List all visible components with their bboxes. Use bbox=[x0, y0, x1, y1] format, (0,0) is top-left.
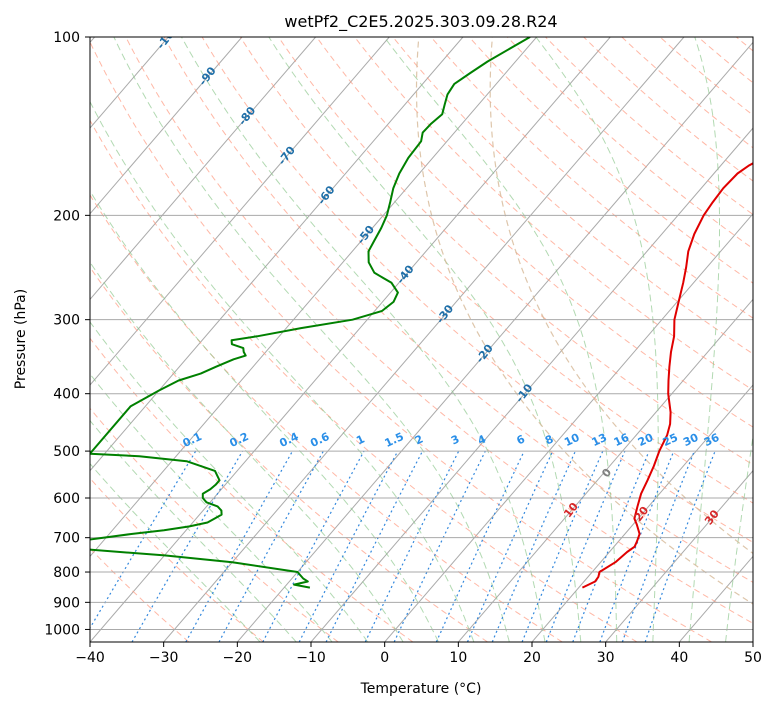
dry-adiabat-line bbox=[125, 37, 753, 624]
isotherm-line bbox=[90, 37, 538, 558]
x-tick-label: 50 bbox=[744, 650, 762, 666]
dry-adiabat-line bbox=[201, 37, 753, 543]
moist-adiabat-line bbox=[90, 100, 475, 642]
x-tick-label: −20 bbox=[223, 650, 253, 666]
mixing-ratio-label: 25 bbox=[661, 431, 680, 449]
isotherm-line bbox=[384, 212, 753, 642]
y-tick-label: 300 bbox=[53, 313, 80, 329]
background-lines bbox=[90, 37, 753, 642]
dry-adiabat-line bbox=[90, 119, 638, 642]
isotherm-line bbox=[90, 37, 317, 301]
dewpoint-profile-line bbox=[90, 37, 531, 589]
axes: −40 −30 −20 −10 0 10 20 30 40 50 100 200 300 400 500 60… bbox=[44, 30, 762, 666]
chart-title: wetPf2_C2E5.2025.303.09.28.R24 bbox=[284, 12, 557, 32]
dry-adiabat-line bbox=[90, 337, 414, 642]
mixing-ratio-line bbox=[572, 450, 650, 642]
mixing-ratio-line bbox=[185, 450, 294, 642]
mixing-ratio-line bbox=[90, 450, 197, 630]
x-tick-label: 0 bbox=[380, 650, 389, 666]
dry-adiabat-line bbox=[392, 37, 753, 355]
mixing-ratio-label: 20 bbox=[636, 431, 656, 449]
mixing-ratio-label: 36 bbox=[702, 431, 722, 449]
x-tick-label: −30 bbox=[149, 650, 179, 666]
mixing-ratio-line bbox=[545, 450, 626, 642]
moist-adiabat-line bbox=[90, 462, 261, 642]
isotherm-line bbox=[605, 469, 753, 642]
isotherm-line bbox=[90, 37, 390, 386]
isotherm-line bbox=[163, 37, 685, 642]
mixing-ratio-line bbox=[393, 450, 486, 642]
y-tick-label: 700 bbox=[53, 531, 80, 547]
dry-adiabat-line bbox=[583, 37, 753, 182]
moist-adiabat-line bbox=[181, 37, 546, 642]
x-tick-label: 40 bbox=[670, 650, 688, 666]
mixing-ratio-label: 13 bbox=[590, 431, 609, 449]
isotherm-line bbox=[752, 641, 753, 642]
isotherm-line bbox=[531, 384, 753, 642]
mixing-ratio-line bbox=[364, 450, 460, 642]
mixing-ratio-line bbox=[262, 450, 365, 642]
x-tick-label: 10 bbox=[449, 650, 467, 666]
mixing-ratio-label: 16 bbox=[612, 431, 632, 449]
dry-adiabat-line bbox=[430, 37, 753, 319]
mixing-ratio-line bbox=[298, 450, 399, 642]
dry-adiabat-line bbox=[354, 37, 753, 391]
moist-adiabat-line bbox=[268, 37, 582, 642]
x-axis-title: Temperature (°C) bbox=[360, 681, 482, 697]
isotherm-line bbox=[90, 37, 243, 215]
dry-adiabat-line bbox=[90, 477, 264, 642]
mixing-ratio-line bbox=[218, 450, 324, 642]
y-axis-title: Pressure (hPa) bbox=[13, 289, 29, 389]
mixing-ratio-line bbox=[599, 450, 675, 642]
dry-adiabat-line bbox=[507, 37, 753, 250]
plot-background bbox=[90, 37, 753, 642]
moist-adiabat-line bbox=[113, 37, 510, 642]
x-tick-label: −10 bbox=[296, 650, 326, 666]
mixing-ratio-line bbox=[131, 450, 244, 642]
pressure-gridlines bbox=[90, 37, 753, 630]
isotherm-line bbox=[457, 298, 753, 642]
dry-adiabat-line bbox=[90, 266, 488, 642]
auxiliary-curve bbox=[489, 37, 753, 555]
mixing-ratio-label: 30 bbox=[681, 431, 701, 449]
isotherm-line bbox=[236, 41, 753, 642]
moist-adiabat-line bbox=[90, 419, 297, 642]
isotherm-line bbox=[90, 37, 464, 472]
mixing-ratio-line bbox=[621, 450, 695, 642]
dry-adiabat-line bbox=[90, 40, 712, 642]
moist-adiabat-line bbox=[725, 433, 753, 642]
mixing-ratio-line bbox=[644, 450, 716, 642]
profile-lines bbox=[90, 37, 753, 589]
y-tick-label: 800 bbox=[53, 565, 80, 581]
moist-adiabat-line bbox=[90, 261, 404, 642]
dry-adiabat-line bbox=[316, 37, 753, 428]
y-tick-label: 1000 bbox=[44, 622, 80, 638]
dry-adiabat-line bbox=[621, 37, 753, 149]
moist-adiabat-line bbox=[688, 37, 720, 642]
y-tick-label: 400 bbox=[53, 387, 80, 403]
moist-adiabat-line bbox=[535, 37, 659, 642]
x-tick-label: 20 bbox=[523, 650, 541, 666]
moist-adiabat-line bbox=[383, 37, 618, 642]
y-tick-label: 900 bbox=[53, 595, 80, 611]
mixing-ratio-label: 10 bbox=[562, 431, 582, 449]
auxiliary-curve bbox=[415, 37, 753, 605]
dry-adiabat-line bbox=[277, 37, 753, 466]
isotherm-line bbox=[310, 127, 753, 642]
x-tick-label: 30 bbox=[597, 650, 615, 666]
moist-adiabat-line bbox=[90, 189, 439, 642]
moist-adiabat-line bbox=[90, 373, 333, 642]
dry-adiabat-line bbox=[545, 37, 753, 216]
y-tick-label: 100 bbox=[53, 30, 80, 46]
mixing-ratio-line bbox=[325, 450, 424, 642]
x-tick-label: −40 bbox=[75, 650, 105, 666]
isotherm-line bbox=[90, 37, 611, 642]
y-tick-label: 200 bbox=[53, 208, 80, 224]
y-tick-label: 500 bbox=[53, 444, 80, 460]
y-tick-label: 600 bbox=[53, 491, 80, 507]
plot-frame bbox=[89, 36, 754, 643]
temperature-profile-line bbox=[581, 162, 753, 589]
dry-adiabat-line bbox=[163, 37, 753, 583]
